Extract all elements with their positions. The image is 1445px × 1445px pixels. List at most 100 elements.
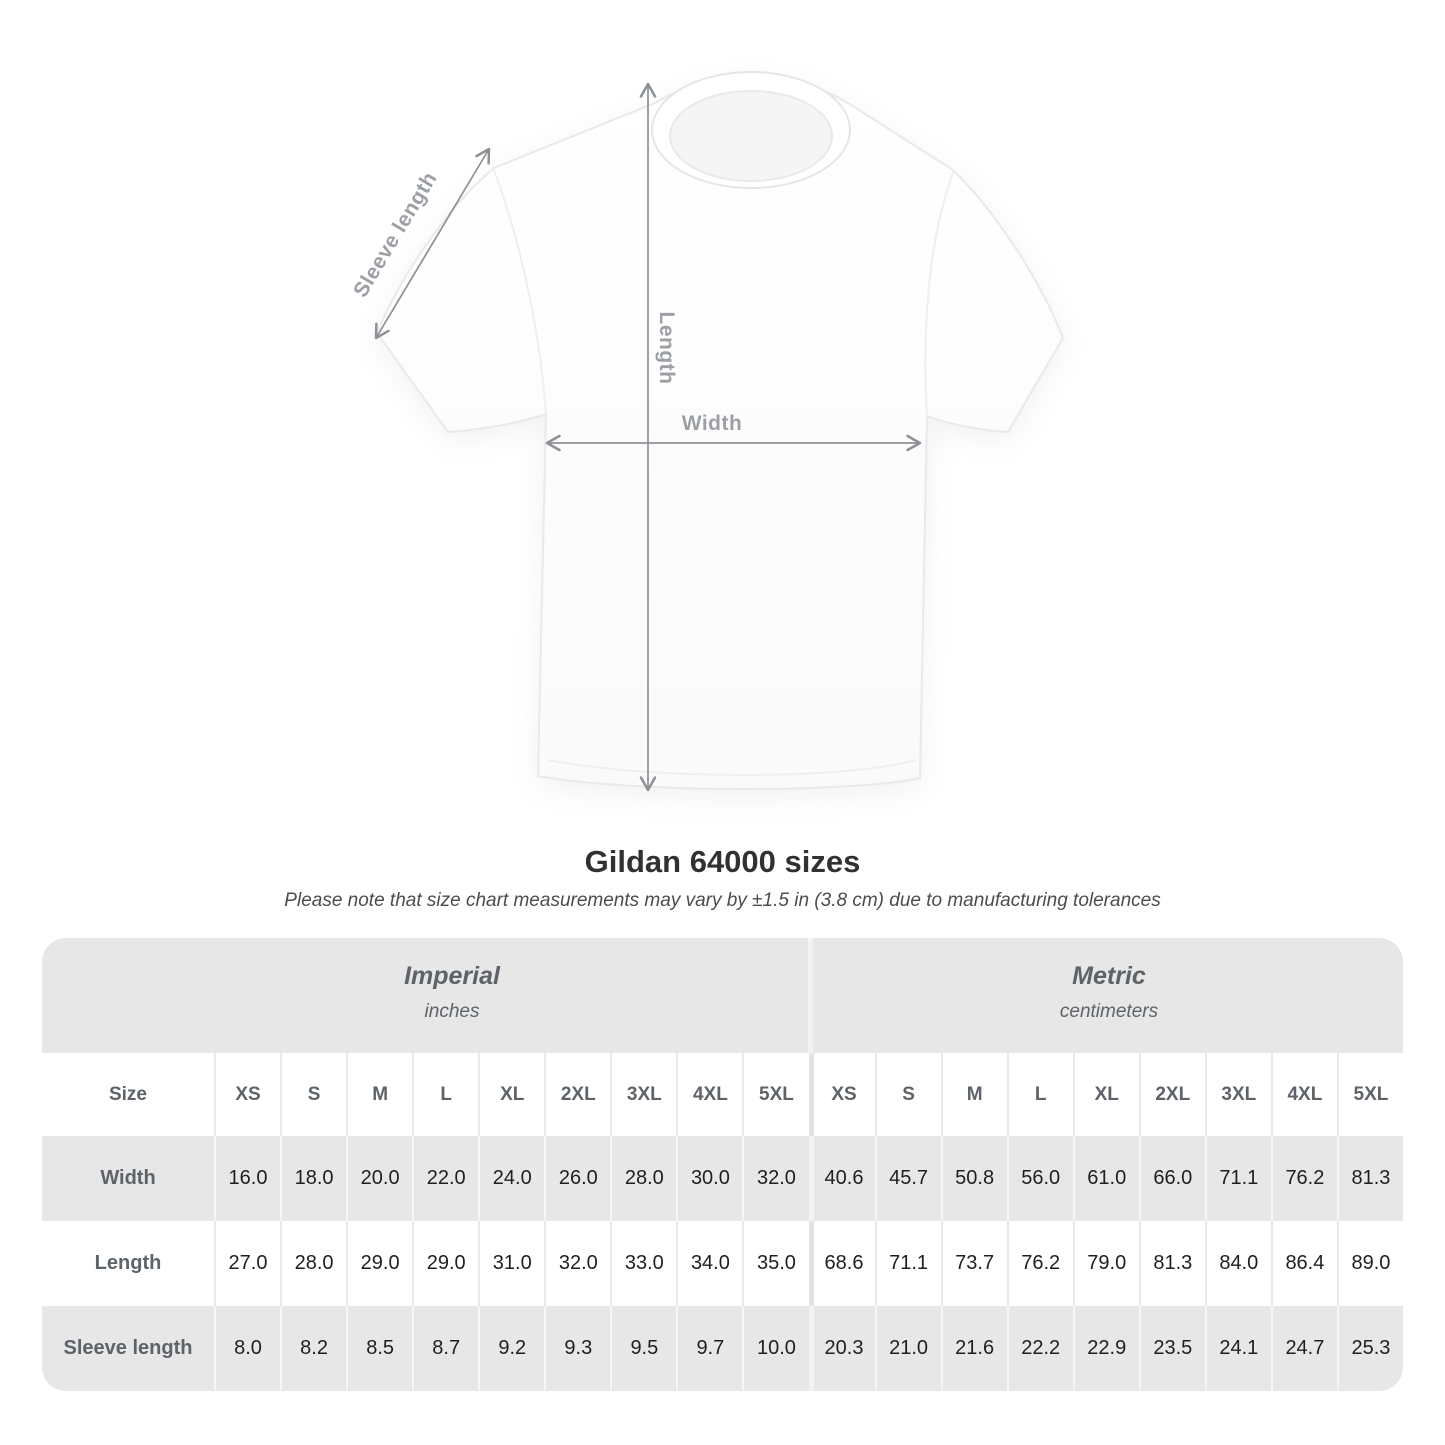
imperial-header: Imperial inches: [242, 938, 662, 1023]
imperial-value-cell: 35.0: [742, 1221, 808, 1306]
left-sleeve-seam: [493, 169, 547, 415]
imperial-value-cell: 18.0: [280, 1136, 346, 1221]
sleeve-length-arrow: [374, 147, 491, 340]
metric-value-cell: 24.1: [1204, 1306, 1271, 1391]
imperial-value-cell: 9.3: [544, 1306, 610, 1391]
metric-header: Metric centimeters: [899, 938, 1319, 1023]
metric-value-cell: 56.0: [1006, 1136, 1073, 1221]
size-table: Imperial inches Metric centimeters Size X…: [42, 938, 1403, 1391]
collar-inner: [669, 90, 833, 182]
imperial-value-cell: 34.0: [676, 1221, 742, 1306]
metric-value-cell: 81.3: [1336, 1136, 1403, 1221]
size-col-header-metric: L: [1006, 1053, 1073, 1136]
metric-value-cell: 76.2: [1270, 1136, 1337, 1221]
imperial-value-cell: 26.0: [544, 1136, 610, 1221]
tshirt-illustration: [375, 71, 1065, 790]
imperial-value-cell: 8.0: [214, 1306, 280, 1391]
metric-value-cell: 21.0: [874, 1306, 941, 1391]
hem-stitch: [547, 759, 916, 776]
width-label: Width: [682, 412, 743, 435]
imperial-value-cell: 32.0: [544, 1221, 610, 1306]
metric-value-cell: 45.7: [874, 1136, 941, 1221]
size-col-header-metric: XS: [808, 1053, 875, 1136]
metric-title: Metric: [1072, 962, 1146, 990]
metric-value-cell: 25.3: [1336, 1306, 1403, 1391]
size-col-header-imperial: 2XL: [544, 1053, 610, 1136]
size-col-header-imperial: L: [412, 1053, 478, 1136]
metric-value-cell: 71.1: [1204, 1136, 1271, 1221]
imperial-value-cell: 31.0: [478, 1221, 544, 1306]
imperial-value-cell: 8.7: [412, 1306, 478, 1391]
metric-value-cell: 40.6: [808, 1136, 875, 1221]
imperial-value-cell: 24.0: [478, 1136, 544, 1221]
imperial-value-cell: 22.0: [412, 1136, 478, 1221]
page-title: Gildan 64000 sizes: [584, 844, 861, 879]
size-col-header-metric: 2XL: [1138, 1053, 1205, 1136]
metric-value-cell: 76.2: [1006, 1221, 1073, 1306]
size-col-header-metric: 5XL: [1336, 1053, 1403, 1136]
metric-value-cell: 84.0: [1204, 1221, 1271, 1306]
size-row-header: Size: [108, 1083, 148, 1105]
size-col-header-metric: 4XL: [1270, 1053, 1337, 1136]
imperial-value-cell: 8.5: [346, 1306, 412, 1391]
size-col-header-imperial: 3XL: [610, 1053, 676, 1136]
metric-value-cell: 50.8: [940, 1136, 1007, 1221]
row-label: Length: [94, 1252, 162, 1274]
length-label: Length: [655, 312, 678, 385]
imperial-value-cell: 16.0: [214, 1136, 280, 1221]
metric-value-cell: 73.7: [940, 1221, 1007, 1306]
size-col-header-imperial: XL: [478, 1053, 544, 1136]
metric-value-cell: 21.6: [940, 1306, 1007, 1391]
metric-value-cell: 71.1: [874, 1221, 941, 1306]
size-col-header-imperial: 5XL: [742, 1053, 808, 1136]
measurement-row: Sleeve length 8.0 8.2 8.5 8.7 9.2 9.3 9.5 9.7 10.…: [42, 1306, 1403, 1391]
imperial-value-cell: 27.0: [214, 1221, 280, 1306]
metric-value-cell: 79.0: [1072, 1221, 1139, 1306]
size-col-header-imperial: 4XL: [676, 1053, 742, 1136]
imperial-value-cell: 9.2: [478, 1306, 544, 1391]
imperial-value-cell: 9.7: [676, 1306, 742, 1391]
size-col-header-imperial: S: [280, 1053, 346, 1136]
imperial-value-cell: 8.2: [280, 1306, 346, 1391]
size-diagram: Sleeve length Length Width: [349, 71, 1065, 792]
metric-value-cell: 22.2: [1006, 1306, 1073, 1391]
size-col-header-imperial: XS: [214, 1053, 280, 1136]
imperial-value-cell: 33.0: [610, 1221, 676, 1306]
metric-value-cell: 68.6: [808, 1221, 875, 1306]
imperial-unit: inches: [424, 1001, 480, 1022]
measurement-row: Length 27.0 28.0 29.0 29.0 31.0 32.0 33.0 34.0 35…: [42, 1221, 1403, 1306]
table-rows: Size XS S M L XL 2XL 3XL 4XL 5XL XS S M L XL 2XL 3XL 4XL 5…: [42, 1053, 1403, 1391]
metric-value-cell: 66.0: [1138, 1136, 1205, 1221]
imperial-value-cell: 9.5: [610, 1306, 676, 1391]
size-col-header-imperial: M: [346, 1053, 412, 1136]
imperial-value-cell: 20.0: [346, 1136, 412, 1221]
row-label: Sleeve length: [63, 1337, 193, 1359]
tolerance-note: Please note that size chart measurements…: [284, 890, 1161, 911]
imperial-value-cell: 28.0: [280, 1221, 346, 1306]
imperial-value-cell: 29.0: [346, 1221, 412, 1306]
imperial-value-cell: 32.0: [742, 1136, 808, 1221]
size-header-row: Size XS S M L XL 2XL 3XL 4XL 5XL XS S M L XL 2XL 3XL 4XL 5…: [42, 1053, 1403, 1136]
measurement-row: Width 16.0 18.0 20.0 22.0 24.0 26.0 28.0 30.0 32.…: [42, 1136, 1403, 1221]
metric-value-cell: 61.0: [1072, 1136, 1139, 1221]
imperial-title: Imperial: [404, 962, 500, 990]
metric-value-cell: 86.4: [1270, 1221, 1337, 1306]
imperial-value-cell: 30.0: [676, 1136, 742, 1221]
metric-value-cell: 24.7: [1270, 1306, 1337, 1391]
table-header-band: Imperial inches Metric centimeters: [42, 938, 1403, 1053]
unit-group-divider: [808, 938, 813, 1053]
right-sleeve-seam: [924, 171, 954, 417]
imperial-value-cell: 28.0: [610, 1136, 676, 1221]
metric-value-cell: 20.3: [808, 1306, 875, 1391]
imperial-value-cell: 29.0: [412, 1221, 478, 1306]
metric-value-cell: 23.5: [1138, 1306, 1205, 1391]
size-col-header-metric: 3XL: [1204, 1053, 1271, 1136]
metric-value-cell: 89.0: [1336, 1221, 1403, 1306]
size-col-header-metric: S: [874, 1053, 941, 1136]
metric-value-cell: 81.3: [1138, 1221, 1205, 1306]
metric-value-cell: 22.9: [1072, 1306, 1139, 1391]
metric-unit: centimeters: [1059, 1001, 1159, 1022]
size-col-header-metric: M: [940, 1053, 1007, 1136]
row-label: Width: [100, 1167, 156, 1189]
